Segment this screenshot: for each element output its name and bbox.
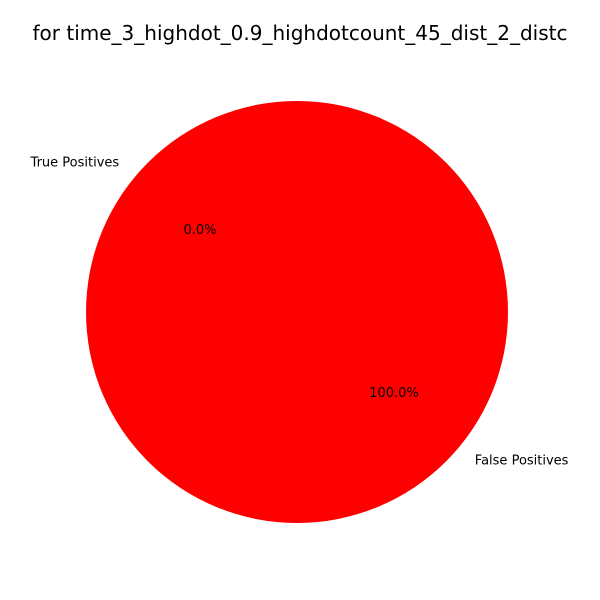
chart-title: for time_3_highdot_0.9_highdotcount_45_d… (33, 21, 568, 45)
pie-labels: True Positives 0.0% False Positives 100.0% (30, 155, 569, 468)
pct-label-true-positives: 0.0% (184, 223, 217, 238)
pct-label-false-positives: 100.0% (369, 386, 419, 401)
pie-slice-false-positives (86, 101, 508, 523)
slice-label-false-positives: False Positives (475, 454, 569, 469)
pie-slices (86, 101, 508, 523)
slice-label-true-positives: True Positives (30, 155, 120, 170)
